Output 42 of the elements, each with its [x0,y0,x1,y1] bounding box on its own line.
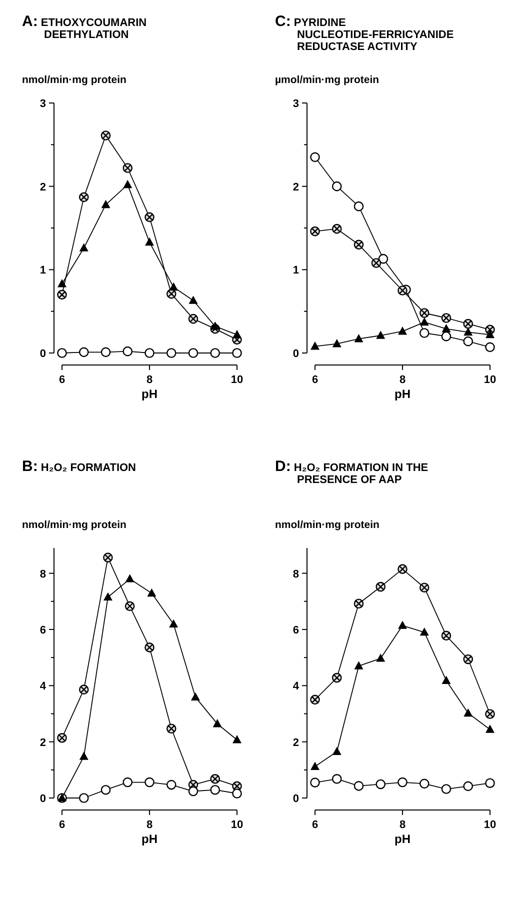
y-tick-label: 8 [40,568,46,580]
x-tick-label: 10 [484,374,496,386]
x-tick-label: 10 [484,819,496,831]
y-tick-label: 3 [292,98,299,110]
x-tick-label: 8 [146,374,153,386]
x-tick-label: 6 [58,819,66,831]
y-tick-label: 4 [40,680,47,693]
y-axis-title: µmol/min·mg protein [275,74,380,86]
y-tick-label: 2 [292,181,299,194]
y-tick-label: 1 [292,264,299,277]
x-tick-label: 6 [58,374,66,386]
y-axis-title: nmol/min·mg protein [22,74,126,86]
y-tick-label: 0 [40,793,46,805]
chart-title: A: ETHOXYCOUMARIN DEETHYLATION [22,13,147,41]
x-tick-label: 8 [399,374,406,386]
x-tick-label: 10 [230,374,244,386]
x-tick-label: 8 [146,819,153,831]
y-tick-label: 3 [40,98,46,110]
y-tick-label: 0 [292,793,299,805]
chart-title: C: PYRIDINE NUCLEOTIDE-FERRICYANIDE REDUCTASE ACTIVITY [275,13,454,53]
y-tick-label: 2 [40,736,46,749]
y-tick-label: 2 [40,181,46,194]
x-tick-label: 8 [399,819,406,831]
x-axis-title: pH [142,832,158,846]
y-tick-label: 1 [40,264,46,277]
y-axis-title: nmol/min·mg protein [22,519,126,531]
x-axis-title: pH [394,832,410,846]
x-tick-label: 10 [230,819,244,831]
y-tick-label: 0 [40,348,46,360]
y-tick-label: 4 [292,680,300,693]
y-tick-label: 6 [292,624,299,636]
y-axis-title: nmol/min·mg protein [275,519,380,531]
y-tick-label: 8 [292,568,299,580]
x-axis-title: pH [394,387,410,401]
chart-title: D: H₂O₂ FORMATION IN THE PRESENCE OF AAP [275,458,428,486]
y-tick-label: 6 [40,624,46,636]
x-axis-title: pH [142,387,158,401]
x-tick-label: 6 [312,819,318,831]
x-tick-label: 6 [312,374,318,386]
chart-title: B: H₂O₂ FORMATION [22,458,136,475]
y-tick-label: 2 [292,736,299,749]
y-tick-label: 0 [292,348,299,360]
